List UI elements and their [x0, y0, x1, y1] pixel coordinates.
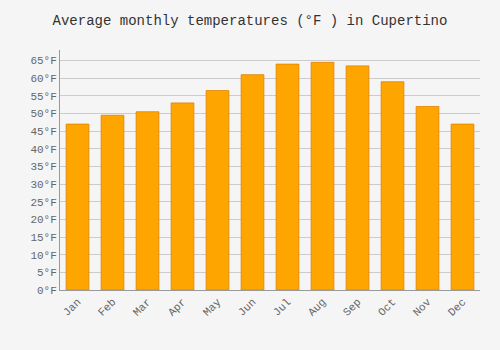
svg-text:Sep: Sep [341, 296, 363, 318]
svg-text:0°F: 0°F [37, 285, 57, 297]
svg-text:35°F: 35°F [30, 161, 56, 173]
svg-text:Aug: Aug [306, 296, 328, 318]
svg-text:30°F: 30°F [30, 179, 56, 191]
svg-text:Jul: Jul [271, 296, 293, 318]
svg-text:15°F: 15°F [30, 232, 56, 244]
svg-text:Jan: Jan [61, 296, 83, 318]
svg-text:60°F: 60°F [30, 73, 56, 85]
svg-text:10°F: 10°F [30, 250, 56, 262]
svg-text:25°F: 25°F [30, 197, 56, 209]
svg-text:Apr: Apr [166, 296, 188, 318]
svg-text:Dec: Dec [446, 296, 468, 318]
svg-text:Jun: Jun [236, 296, 258, 318]
svg-text:Nov: Nov [411, 296, 434, 319]
svg-text:65°F: 65°F [30, 55, 56, 67]
svg-text:45°F: 45°F [30, 126, 56, 138]
svg-text:55°F: 55°F [30, 91, 56, 103]
svg-text:5°F: 5°F [37, 267, 57, 279]
svg-text:Oct: Oct [376, 296, 398, 318]
svg-text:40°F: 40°F [30, 144, 56, 156]
svg-text:Average monthly temperatures (: Average monthly temperatures (°F ) in Cu… [53, 13, 448, 29]
svg-text:50°F: 50°F [30, 108, 56, 120]
svg-text:Feb: Feb [96, 296, 118, 318]
svg-text:May: May [201, 296, 224, 319]
svg-text:Mar: Mar [131, 296, 153, 318]
svg-text:20°F: 20°F [30, 214, 56, 226]
